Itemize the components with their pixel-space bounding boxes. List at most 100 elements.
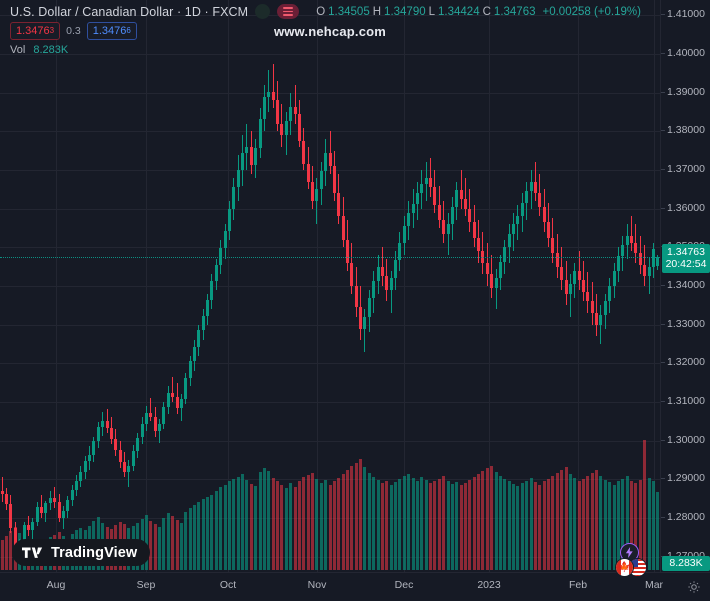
candlestick bbox=[543, 0, 546, 572]
volume-bar bbox=[608, 482, 611, 570]
current-price-value: 1.34763 bbox=[667, 246, 705, 258]
volume-bar bbox=[276, 481, 279, 570]
candle-body bbox=[460, 190, 463, 200]
volume-bar bbox=[1, 539, 4, 570]
volume-bar bbox=[219, 487, 222, 570]
candle-wick bbox=[496, 268, 497, 310]
candle-wick bbox=[316, 177, 317, 225]
candle-body bbox=[543, 206, 546, 223]
candle-wick bbox=[635, 224, 636, 263]
candlestick bbox=[398, 0, 401, 572]
candle-body bbox=[342, 216, 345, 240]
candle-body bbox=[228, 209, 231, 232]
volume-bar bbox=[154, 523, 157, 570]
bid-price-badge[interactable]: 1.34763 bbox=[10, 22, 61, 40]
candlestick bbox=[171, 0, 174, 572]
candle-wick bbox=[268, 69, 269, 113]
candlestick bbox=[634, 0, 637, 572]
candle-wick bbox=[535, 162, 536, 201]
candle-body bbox=[412, 204, 415, 213]
volume-bar bbox=[481, 471, 484, 570]
price-tick-label: 1.34000 bbox=[661, 279, 710, 291]
time-tick-label: Feb bbox=[568, 579, 588, 591]
candle-body bbox=[547, 222, 550, 238]
candle-body bbox=[433, 187, 436, 205]
volume-bar bbox=[586, 475, 589, 570]
candlestick bbox=[355, 0, 358, 572]
candle-body bbox=[591, 301, 594, 314]
candle-body bbox=[272, 91, 275, 101]
candlestick bbox=[499, 0, 502, 572]
candlestick bbox=[250, 0, 253, 572]
price-tick-label: 1.41000 bbox=[661, 8, 710, 20]
spread-value: 0.3 bbox=[66, 25, 81, 37]
volume-bar bbox=[516, 486, 519, 570]
candle-body bbox=[634, 243, 637, 254]
candlestick bbox=[315, 0, 318, 572]
ask-price-badge[interactable]: 1.34766 bbox=[86, 22, 137, 40]
candle-body bbox=[106, 421, 109, 429]
volume-bar bbox=[412, 477, 415, 570]
volume-bar bbox=[442, 475, 445, 570]
volume-bar bbox=[438, 478, 441, 570]
volume-bar bbox=[407, 473, 410, 570]
candle-body bbox=[643, 264, 646, 277]
candle-body bbox=[355, 286, 358, 308]
volume-bar bbox=[245, 479, 248, 570]
candle-body bbox=[315, 189, 318, 201]
candle-body bbox=[27, 524, 30, 531]
gridline bbox=[0, 402, 660, 403]
volume-bar bbox=[565, 467, 568, 570]
volume-bar bbox=[473, 476, 476, 570]
price-tick-label: 1.30000 bbox=[661, 434, 710, 446]
volume-bar bbox=[206, 496, 209, 570]
candle-body bbox=[359, 307, 362, 330]
candlestick bbox=[66, 0, 69, 572]
candle-body bbox=[512, 224, 515, 234]
settings-gear-icon[interactable] bbox=[687, 580, 701, 594]
volume-bar bbox=[294, 487, 297, 570]
volume-bar bbox=[420, 476, 423, 570]
candle-body bbox=[377, 266, 380, 282]
candle-body bbox=[447, 224, 450, 234]
candle-body bbox=[280, 123, 283, 136]
candle-wick bbox=[461, 170, 462, 209]
candle-body bbox=[538, 193, 541, 207]
candlestick bbox=[259, 0, 262, 572]
candle-wick bbox=[448, 212, 449, 256]
canada-flag-icon: 🍁 bbox=[615, 558, 634, 577]
candle-body bbox=[604, 301, 607, 315]
candlestick bbox=[189, 0, 192, 572]
candlestick bbox=[298, 0, 301, 572]
volume-bar bbox=[477, 473, 480, 570]
candle-body bbox=[468, 208, 471, 223]
candlestick bbox=[162, 0, 165, 572]
candlestick bbox=[578, 0, 581, 572]
candle-body bbox=[267, 91, 270, 97]
candle-body bbox=[407, 212, 410, 226]
candle-body bbox=[254, 147, 257, 166]
bolt-glyph-icon bbox=[625, 547, 633, 558]
volume-bar bbox=[648, 477, 651, 570]
candle-body bbox=[372, 281, 375, 299]
price-tick-label: 1.29000 bbox=[661, 472, 710, 484]
candle-body bbox=[420, 183, 423, 194]
volume-bar bbox=[368, 472, 371, 570]
chart-plot-area[interactable] bbox=[0, 0, 660, 572]
candle-body bbox=[621, 245, 624, 256]
volume-bar bbox=[232, 478, 235, 570]
candle-body bbox=[525, 191, 528, 203]
candle-wick bbox=[150, 398, 151, 422]
time-axis[interactable]: Aug Sep Oct Nov Dec 2023 Feb Mar bbox=[0, 572, 710, 601]
candlestick bbox=[202, 0, 205, 572]
candle-wick bbox=[128, 459, 129, 487]
candle-body bbox=[49, 497, 52, 504]
candlestick bbox=[92, 0, 95, 572]
volume-bar bbox=[630, 480, 633, 570]
candlestick bbox=[486, 0, 489, 572]
tradingview-logo-badge[interactable]: TradingView bbox=[12, 539, 151, 566]
candle-body bbox=[573, 270, 576, 285]
price-axis[interactable]: 1.41000 1.40000 1.39000 1.38000 1.37000 1.360… bbox=[660, 0, 710, 572]
gridline bbox=[0, 363, 660, 364]
